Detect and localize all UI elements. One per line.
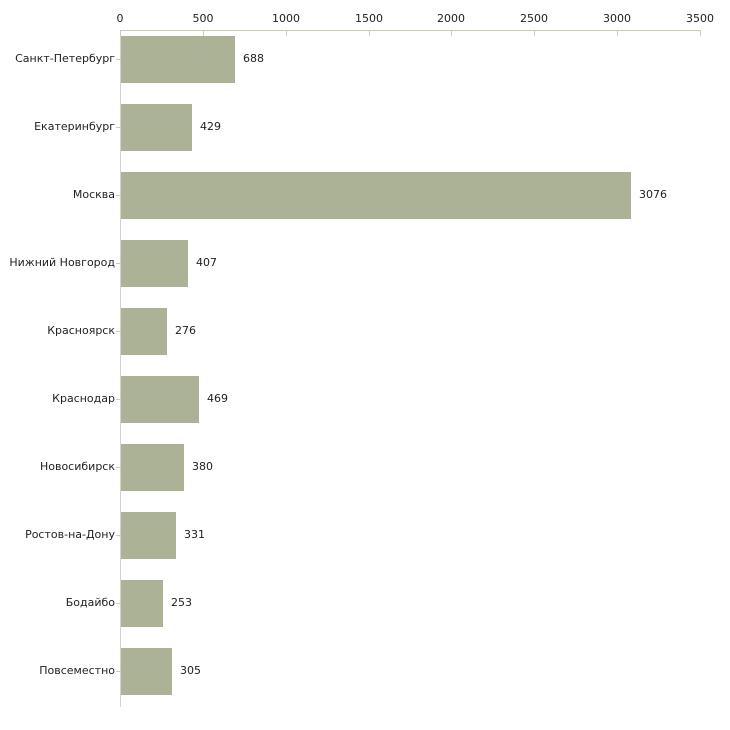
- value-label: 305: [180, 664, 201, 677]
- y-axis-line: [120, 30, 121, 707]
- x-axis-tick: [286, 30, 287, 36]
- x-axis-tick: [451, 30, 452, 36]
- category-label: Москва: [72, 188, 115, 201]
- category-label: Нижний Новгород: [9, 256, 115, 269]
- x-axis-tick: [120, 30, 121, 36]
- value-label: 688: [243, 52, 264, 65]
- x-axis-tick: [369, 30, 370, 36]
- bar: [121, 580, 163, 627]
- x-axis-line: [120, 30, 701, 31]
- category-label: Краснодар: [52, 392, 115, 405]
- value-label: 380: [192, 460, 213, 473]
- value-label: 407: [196, 256, 217, 269]
- category-label: Новосибирск: [39, 460, 115, 473]
- y-axis-tick: [116, 127, 121, 128]
- bar: [121, 648, 172, 695]
- y-axis-tick: [116, 263, 121, 264]
- x-axis-tick: [203, 30, 204, 36]
- x-axis-tick: [700, 30, 701, 36]
- x-axis-tick: [534, 30, 535, 36]
- bar: [121, 104, 192, 151]
- x-axis-tick-label: 1000: [272, 12, 300, 25]
- y-axis-tick: [116, 59, 121, 60]
- y-axis-tick: [116, 331, 121, 332]
- x-axis-tick-label: 3500: [686, 12, 714, 25]
- value-label: 276: [175, 324, 196, 337]
- x-axis-tick-label: 0: [116, 12, 124, 25]
- category-label: Санкт-Петербург: [15, 52, 115, 65]
- y-axis-tick: [116, 535, 121, 536]
- y-axis-tick: [116, 671, 121, 672]
- y-axis-tick: [116, 195, 121, 196]
- value-label: 331: [184, 528, 205, 541]
- x-axis-tick: [617, 30, 618, 36]
- value-label: 3076: [639, 188, 667, 201]
- y-axis-tick: [116, 603, 121, 604]
- y-axis-tick: [116, 467, 121, 468]
- x-axis-tick-label: 3000: [603, 12, 631, 25]
- y-axis-tick: [116, 399, 121, 400]
- category-label: Красноярск: [47, 324, 115, 337]
- bar: [121, 36, 235, 83]
- x-axis-tick-label: 1500: [355, 12, 383, 25]
- category-label: Повсеместно: [39, 664, 115, 677]
- value-label: 253: [171, 596, 192, 609]
- x-axis-tick-label: 2000: [437, 12, 465, 25]
- x-axis-tick-label: 2500: [520, 12, 548, 25]
- category-label: Ростов-на-Дону: [25, 528, 115, 541]
- value-label: 429: [200, 120, 221, 133]
- category-label: Бодайбо: [65, 596, 115, 609]
- x-axis-tick-label: 500: [192, 12, 214, 25]
- bar: [121, 240, 188, 287]
- bar: [121, 376, 199, 423]
- category-label: Екатеринбург: [34, 120, 115, 133]
- bar: [121, 308, 167, 355]
- value-label: 469: [207, 392, 228, 405]
- bar: [121, 172, 631, 219]
- bar: [121, 512, 176, 559]
- bar: [121, 444, 184, 491]
